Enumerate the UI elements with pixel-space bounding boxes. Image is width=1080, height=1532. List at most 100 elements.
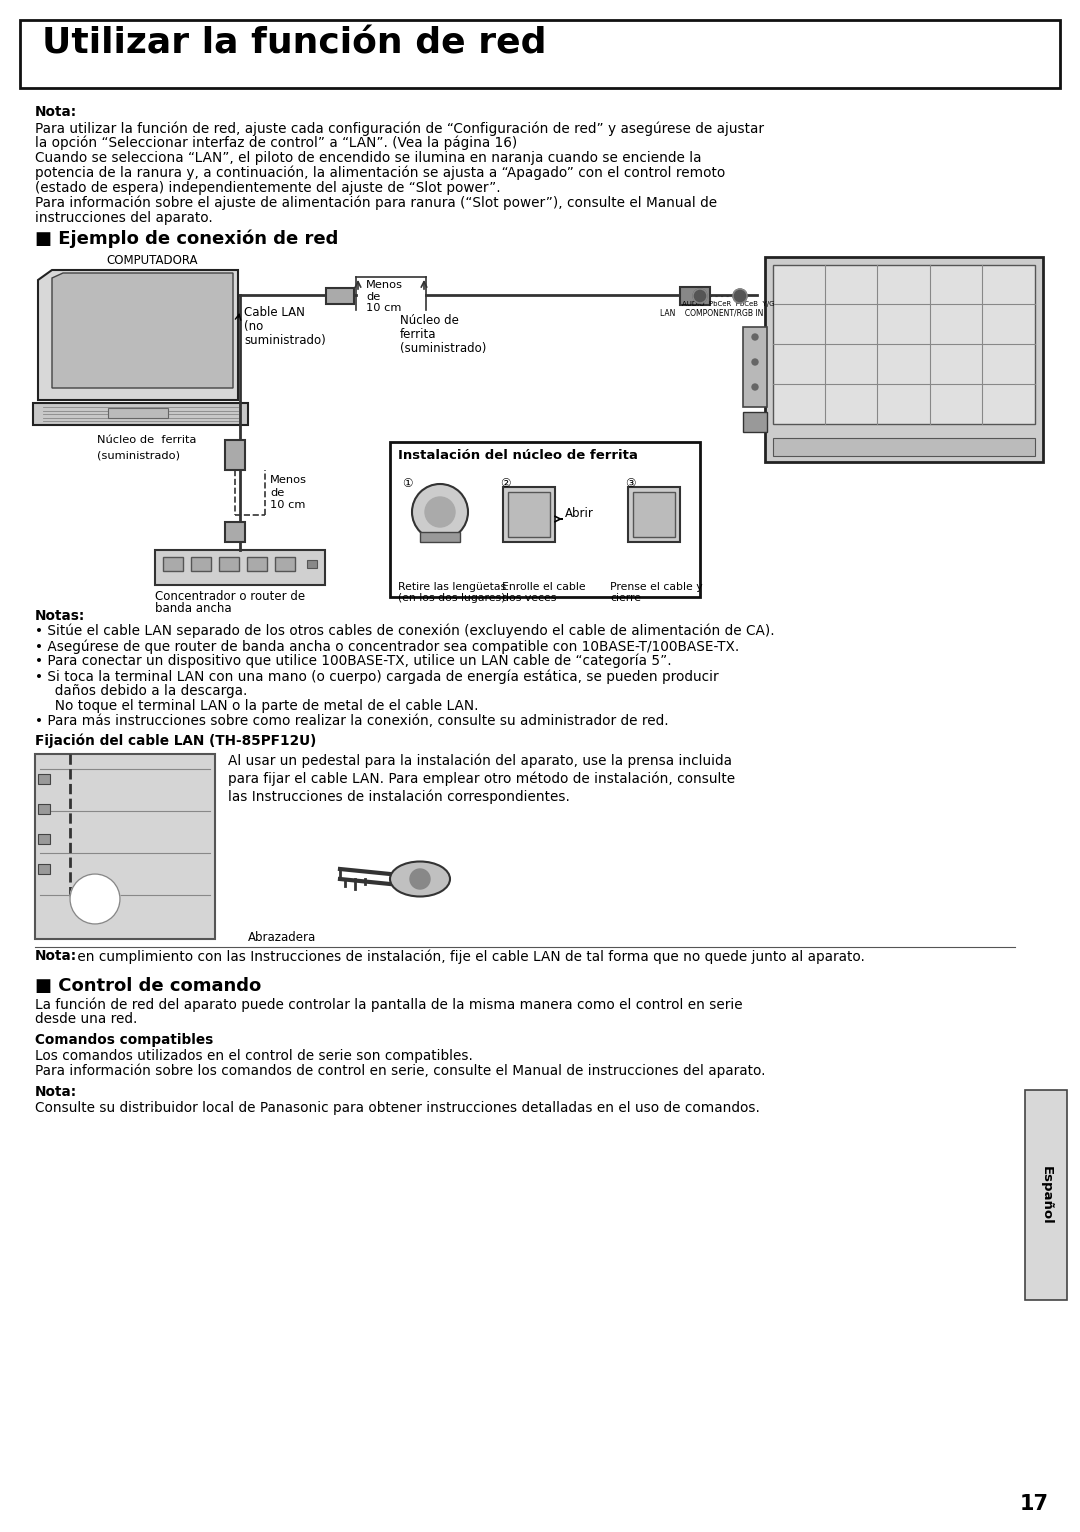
Text: para fijar el cable LAN. Para emplear otro método de instalación, consulte: para fijar el cable LAN. Para emplear ot…: [228, 772, 735, 786]
Text: Nota:: Nota:: [35, 106, 77, 119]
Text: de: de: [270, 489, 284, 498]
Text: Concentrador o router de: Concentrador o router de: [156, 590, 306, 604]
FancyBboxPatch shape: [680, 286, 710, 305]
FancyBboxPatch shape: [773, 265, 1035, 424]
Text: ③: ③: [625, 476, 635, 490]
Circle shape: [410, 869, 430, 889]
FancyBboxPatch shape: [108, 408, 168, 418]
FancyBboxPatch shape: [743, 326, 767, 408]
Text: Núcleo de: Núcleo de: [400, 314, 459, 326]
FancyBboxPatch shape: [508, 492, 550, 538]
Text: Los comandos utilizados en el control de serie son compatibles.: Los comandos utilizados en el control de…: [35, 1049, 473, 1063]
Text: (suministrado): (suministrado): [400, 342, 486, 355]
Text: Cuando se selecciona “LAN”, el piloto de encendido se ilumina en naranja cuando : Cuando se selecciona “LAN”, el piloto de…: [35, 152, 702, 165]
Text: Cable LAN: Cable LAN: [244, 306, 305, 319]
Text: las Instrucciones de instalación correspondientes.: las Instrucciones de instalación corresp…: [228, 791, 570, 804]
Circle shape: [752, 358, 758, 365]
Text: COMPUTADORA: COMPUTADORA: [106, 254, 198, 267]
Circle shape: [733, 290, 747, 303]
Text: Para información sobre los comandos de control en serie, consulte el Manual de i: Para información sobre los comandos de c…: [35, 1065, 766, 1079]
Text: Consulte su distribuidor local de Panasonic para obtener instrucciones detallada: Consulte su distribuidor local de Panaso…: [35, 1102, 760, 1115]
FancyBboxPatch shape: [38, 804, 50, 813]
Circle shape: [752, 385, 758, 391]
FancyBboxPatch shape: [225, 440, 245, 470]
Text: Nota:: Nota:: [35, 1085, 77, 1098]
FancyBboxPatch shape: [1025, 1089, 1067, 1301]
Text: • Para más instrucciones sobre como realizar la conexión, consulte su administra: • Para más instrucciones sobre como real…: [35, 714, 669, 728]
Circle shape: [411, 484, 468, 539]
Text: (no: (no: [244, 320, 264, 332]
FancyBboxPatch shape: [765, 257, 1043, 463]
Text: en cumplimiento con las Instrucciones de instalación, fije el cable LAN de tal f: en cumplimiento con las Instrucciones de…: [73, 948, 865, 964]
Text: 10 cm: 10 cm: [366, 303, 402, 313]
Text: La función de red del aparato puede controlar la pantalla de la misma manera com: La función de red del aparato puede cont…: [35, 997, 743, 1011]
Text: Menos: Menos: [270, 475, 307, 486]
Circle shape: [693, 290, 707, 303]
Text: Al usar un pedestal para la instalación del aparato, use la prensa incluida: Al usar un pedestal para la instalación …: [228, 754, 732, 769]
FancyBboxPatch shape: [307, 561, 318, 568]
FancyBboxPatch shape: [38, 864, 50, 873]
Text: Instalación del núcleo de ferrita: Instalación del núcleo de ferrita: [399, 449, 638, 463]
Text: • Si toca la terminal LAN con una mano (o cuerpo) cargada de energía estática, s: • Si toca la terminal LAN con una mano (…: [35, 669, 718, 683]
Text: Notas:: Notas:: [35, 610, 85, 624]
Text: Prense el cable y: Prense el cable y: [610, 582, 703, 591]
Text: AUDIO  PbCeR  PbCeB  Y/G: AUDIO PbCeR PbCeB Y/G: [681, 300, 774, 306]
Text: banda ancha: banda ancha: [156, 602, 231, 614]
Text: 17: 17: [1020, 1494, 1049, 1514]
FancyBboxPatch shape: [163, 558, 183, 571]
Text: Fijación del cable LAN (TH-85PF12U): Fijación del cable LAN (TH-85PF12U): [35, 734, 316, 749]
FancyBboxPatch shape: [633, 492, 675, 538]
FancyBboxPatch shape: [38, 774, 50, 784]
Ellipse shape: [390, 861, 450, 896]
FancyBboxPatch shape: [390, 443, 700, 597]
FancyBboxPatch shape: [21, 20, 1059, 87]
Text: 10 cm: 10 cm: [270, 499, 306, 510]
Text: la opción “Seleccionar interfaz de control” a “LAN”. (Vea la página 16): la opción “Seleccionar interfaz de contr…: [35, 136, 517, 150]
Text: (en los dos lugares): (en los dos lugares): [399, 593, 505, 604]
FancyBboxPatch shape: [326, 288, 354, 303]
Circle shape: [426, 496, 455, 527]
Text: • Asegúrese de que router de banda ancha o concentrador sea compatible con 10BAS: • Asegúrese de que router de banda ancha…: [35, 639, 739, 654]
FancyBboxPatch shape: [503, 487, 555, 542]
Text: • Para conectar un dispositivo que utilice 100BASE-TX, utilice un LAN cable de “: • Para conectar un dispositivo que utili…: [35, 654, 672, 668]
Circle shape: [70, 873, 120, 924]
Text: de: de: [366, 293, 380, 302]
Text: daños debido a la descarga.: daños debido a la descarga.: [46, 683, 247, 699]
Text: Comandos compatibles: Comandos compatibles: [35, 1033, 213, 1046]
FancyBboxPatch shape: [38, 833, 50, 844]
Text: (suministrado): (suministrado): [97, 450, 180, 460]
Text: ②: ②: [500, 476, 511, 490]
FancyBboxPatch shape: [219, 558, 239, 571]
Text: Abrazadera: Abrazadera: [248, 931, 316, 944]
Text: dos veces: dos veces: [502, 593, 556, 604]
Text: cierre: cierre: [610, 593, 642, 604]
Text: Nota:: Nota:: [35, 948, 77, 964]
FancyBboxPatch shape: [420, 532, 460, 542]
FancyBboxPatch shape: [743, 412, 767, 432]
FancyBboxPatch shape: [191, 558, 211, 571]
Text: Español: Español: [1039, 1166, 1053, 1224]
FancyBboxPatch shape: [247, 558, 267, 571]
FancyBboxPatch shape: [773, 438, 1035, 457]
FancyBboxPatch shape: [33, 403, 248, 424]
Circle shape: [752, 334, 758, 340]
Text: Núcleo de  ferrita: Núcleo de ferrita: [97, 435, 197, 444]
Text: Retire las lengüetas: Retire las lengüetas: [399, 582, 507, 591]
Text: Para información sobre el ajuste de alimentación para ranura (“Slot power”), con: Para información sobre el ajuste de alim…: [35, 196, 717, 210]
Text: Menos: Menos: [366, 280, 403, 290]
FancyBboxPatch shape: [627, 487, 680, 542]
FancyBboxPatch shape: [156, 550, 325, 585]
Polygon shape: [38, 270, 238, 400]
FancyBboxPatch shape: [225, 522, 245, 542]
Text: (estado de espera) independientemente del ajuste de “Slot power”.: (estado de espera) independientemente de…: [35, 181, 501, 195]
Text: LAN    COMPONENT/RGB IN: LAN COMPONENT/RGB IN: [660, 309, 764, 319]
Text: ferrita: ferrita: [400, 328, 436, 342]
Text: potencia de la ranura y, a continuación, la alimentación se ajusta a “Apagado” c: potencia de la ranura y, a continuación,…: [35, 165, 726, 181]
Polygon shape: [52, 273, 233, 388]
Text: Para utilizar la función de red, ajuste cada configuración de “Configuración de : Para utilizar la función de red, ajuste …: [35, 121, 764, 135]
Text: instrucciones del aparato.: instrucciones del aparato.: [35, 211, 213, 225]
Text: ■ Control de comando: ■ Control de comando: [35, 977, 261, 994]
Text: Utilizar la función de red: Utilizar la función de red: [42, 26, 546, 60]
Text: suministrado): suministrado): [244, 334, 326, 348]
FancyBboxPatch shape: [35, 754, 215, 939]
